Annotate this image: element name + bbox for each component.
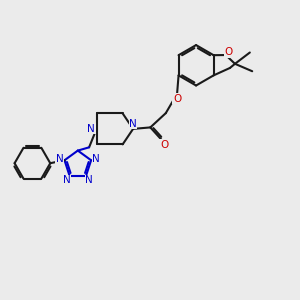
Text: N: N [63,175,70,185]
Text: N: N [85,175,93,185]
Text: N: N [87,124,95,134]
Text: N: N [56,154,63,164]
Text: O: O [225,47,233,57]
Text: O: O [173,94,181,103]
Text: N: N [129,118,137,128]
Text: O: O [160,140,168,150]
Text: N: N [92,154,100,164]
